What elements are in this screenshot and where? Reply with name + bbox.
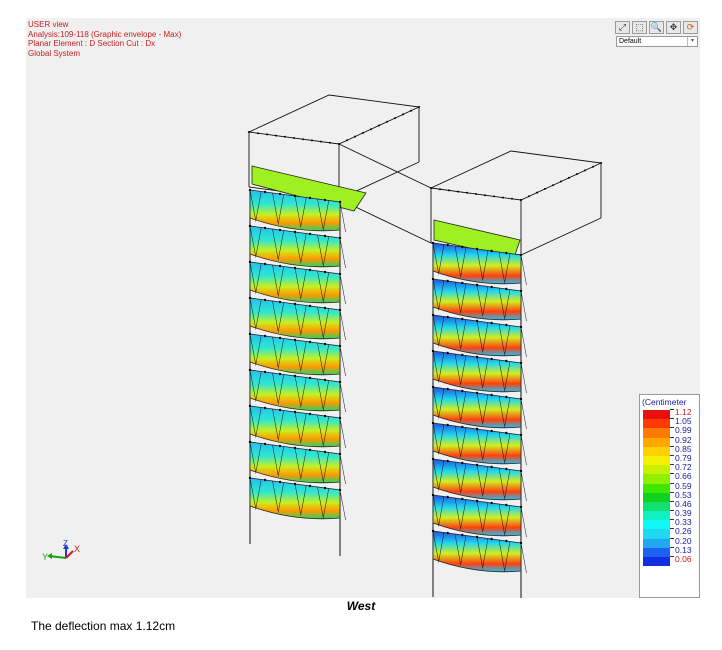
legend-swatch	[643, 410, 670, 420]
legend-value: 1.12	[675, 407, 692, 417]
zoom-fit-icon[interactable]: ⤢	[615, 21, 630, 34]
pan-icon[interactable]: ✥	[666, 21, 681, 34]
model-viewport[interactable]: USER view Analysis:109-118 (Graphic enve…	[26, 18, 700, 598]
color-legend: (Centimeter 1.12 1.05 0.99 0.92 0.85 0.79 0.72…	[639, 394, 700, 598]
view-name: USER view	[28, 20, 69, 29]
roof-frame	[429, 150, 603, 201]
legend-value: 0.26	[675, 526, 692, 537]
x-axis-label: X	[74, 544, 80, 554]
legend-swatch	[643, 538, 670, 548]
legend-swatch	[643, 446, 670, 456]
legend-swatch	[643, 511, 670, 521]
legend-swatch	[643, 529, 670, 539]
chevron-down-icon[interactable]: ▾	[687, 37, 697, 46]
legend-swatch	[643, 520, 670, 530]
legend-value: 0.20	[675, 535, 692, 546]
element-label: Planar Element : D Section Cut : Dx	[28, 39, 156, 48]
legend-swatch	[643, 492, 670, 502]
legend-value: 0.46	[675, 498, 692, 509]
legend-swatch	[643, 428, 670, 438]
legend-swatch	[643, 465, 670, 475]
figure-caption: West	[346, 599, 376, 613]
view-toolbar: ⤢ ⬚ 🔍 ✥ ⟳	[615, 21, 698, 34]
legend-title: (Centimeter	[642, 397, 687, 407]
legend-value: 0.72	[675, 462, 692, 473]
zoom-icon[interactable]: 🔍	[649, 21, 664, 34]
legend-swatch	[643, 501, 670, 512]
analysis-info: USER view Analysis:109-118 (Graphic enve…	[28, 20, 181, 58]
rotate-icon[interactable]: ⟳	[683, 21, 698, 34]
legend-value: 0.13	[675, 544, 692, 555]
legend-value: 0.59	[675, 480, 692, 491]
legend-value: 0.99	[675, 425, 692, 436]
legend-value: 0.06	[675, 554, 692, 564]
legend-swatch	[643, 557, 670, 567]
bridge-beam	[338, 143, 432, 189]
legend-value: 0.92	[675, 434, 692, 445]
system-label: Global System	[28, 48, 81, 58]
legend-value: 0.79	[675, 452, 692, 463]
y-axis-label: Y	[42, 552, 48, 562]
legend-swatch	[643, 474, 670, 484]
structure-model[interactable]	[26, 18, 700, 598]
zoom-window-icon[interactable]: ⬚	[632, 21, 647, 34]
legend-swatch	[643, 483, 670, 493]
view-select-value: Default	[619, 38, 642, 45]
roof-frame	[247, 94, 421, 145]
legend-value: 0.39	[675, 508, 692, 519]
top-slab-left	[251, 165, 367, 212]
legend-swatch	[643, 419, 670, 429]
legend-swatch	[643, 547, 670, 557]
legend-swatch	[643, 437, 670, 447]
analysis-label: Analysis:109-118 (Graphic envelope - Max…	[28, 29, 182, 39]
deflection-note: The deflection max 1.12cm	[31, 619, 176, 633]
legend-value: 0.66	[675, 471, 692, 482]
legend-value: 0.53	[675, 489, 692, 500]
legend-value: 1.05	[675, 416, 692, 427]
legend-value: 0.33	[675, 517, 692, 528]
z-axis-label: Z	[63, 540, 68, 548]
x-axis-arrow	[65, 550, 74, 559]
legend-swatch	[643, 455, 670, 466]
view-select[interactable]: Default ▾	[616, 36, 698, 47]
legend-value: 0.85	[675, 443, 692, 454]
axis-triad: Y Z X	[40, 539, 90, 575]
